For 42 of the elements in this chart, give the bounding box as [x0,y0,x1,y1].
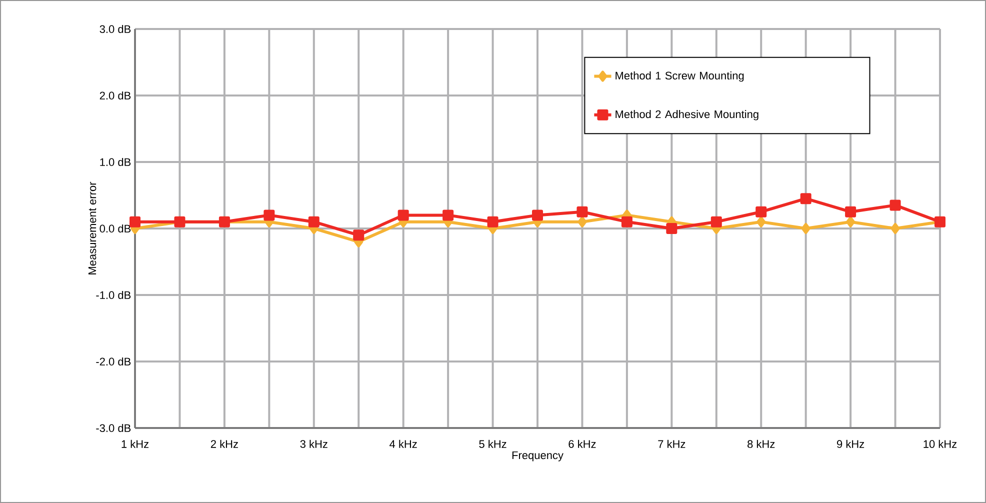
y-tick-label: 2.0 dB [100,91,131,100]
point [801,222,810,234]
x-tick-label: 1 kHz [122,440,149,448]
point [800,193,812,204]
x-tick-label: 2 kHz [210,440,238,448]
point [890,200,901,211]
point [666,222,678,234]
point [130,216,141,228]
point [890,222,900,234]
x-tick-label: 5 kHz [479,440,506,448]
y-tick-label: 0.0 dB [100,224,131,233]
point [576,206,588,218]
legend-label: Method 1 Screw Mounting [616,71,744,82]
y-tick-label: 3.0 dB [100,24,131,34]
point [264,210,275,221]
x-axis-title: Frequency [512,451,564,462]
legend-label: Method 2 Adhesive Mounting [616,110,758,120]
x-tick-label: 7 kHz [658,440,686,448]
y-tick-label: -1.0 dB [96,290,131,300]
point [487,216,498,228]
x-tick-label: 3 kHz [300,440,328,448]
x-tick-label: 10 kHz [924,440,957,448]
x-tick-label: 4 kHz [390,440,417,448]
point [353,230,364,241]
point [621,216,632,228]
point [710,216,722,228]
y-tick-label: -3.0 dB [96,424,131,432]
point [846,216,856,228]
point [756,216,766,228]
x-tick-label: 9 kHz [837,440,864,448]
y-tick-label: 1.0 dB [100,158,131,166]
point [845,206,856,218]
y-tick-label: -2.0 dB [96,357,131,366]
y-axis-title: Measurement error [88,182,96,274]
point [532,210,543,221]
x-tick-label: 6 kHz [568,440,596,448]
point [578,216,587,228]
point [756,206,767,218]
point [398,210,409,221]
point [442,210,454,221]
point [308,216,320,228]
x-tick-label: 8 kHz [748,440,775,448]
